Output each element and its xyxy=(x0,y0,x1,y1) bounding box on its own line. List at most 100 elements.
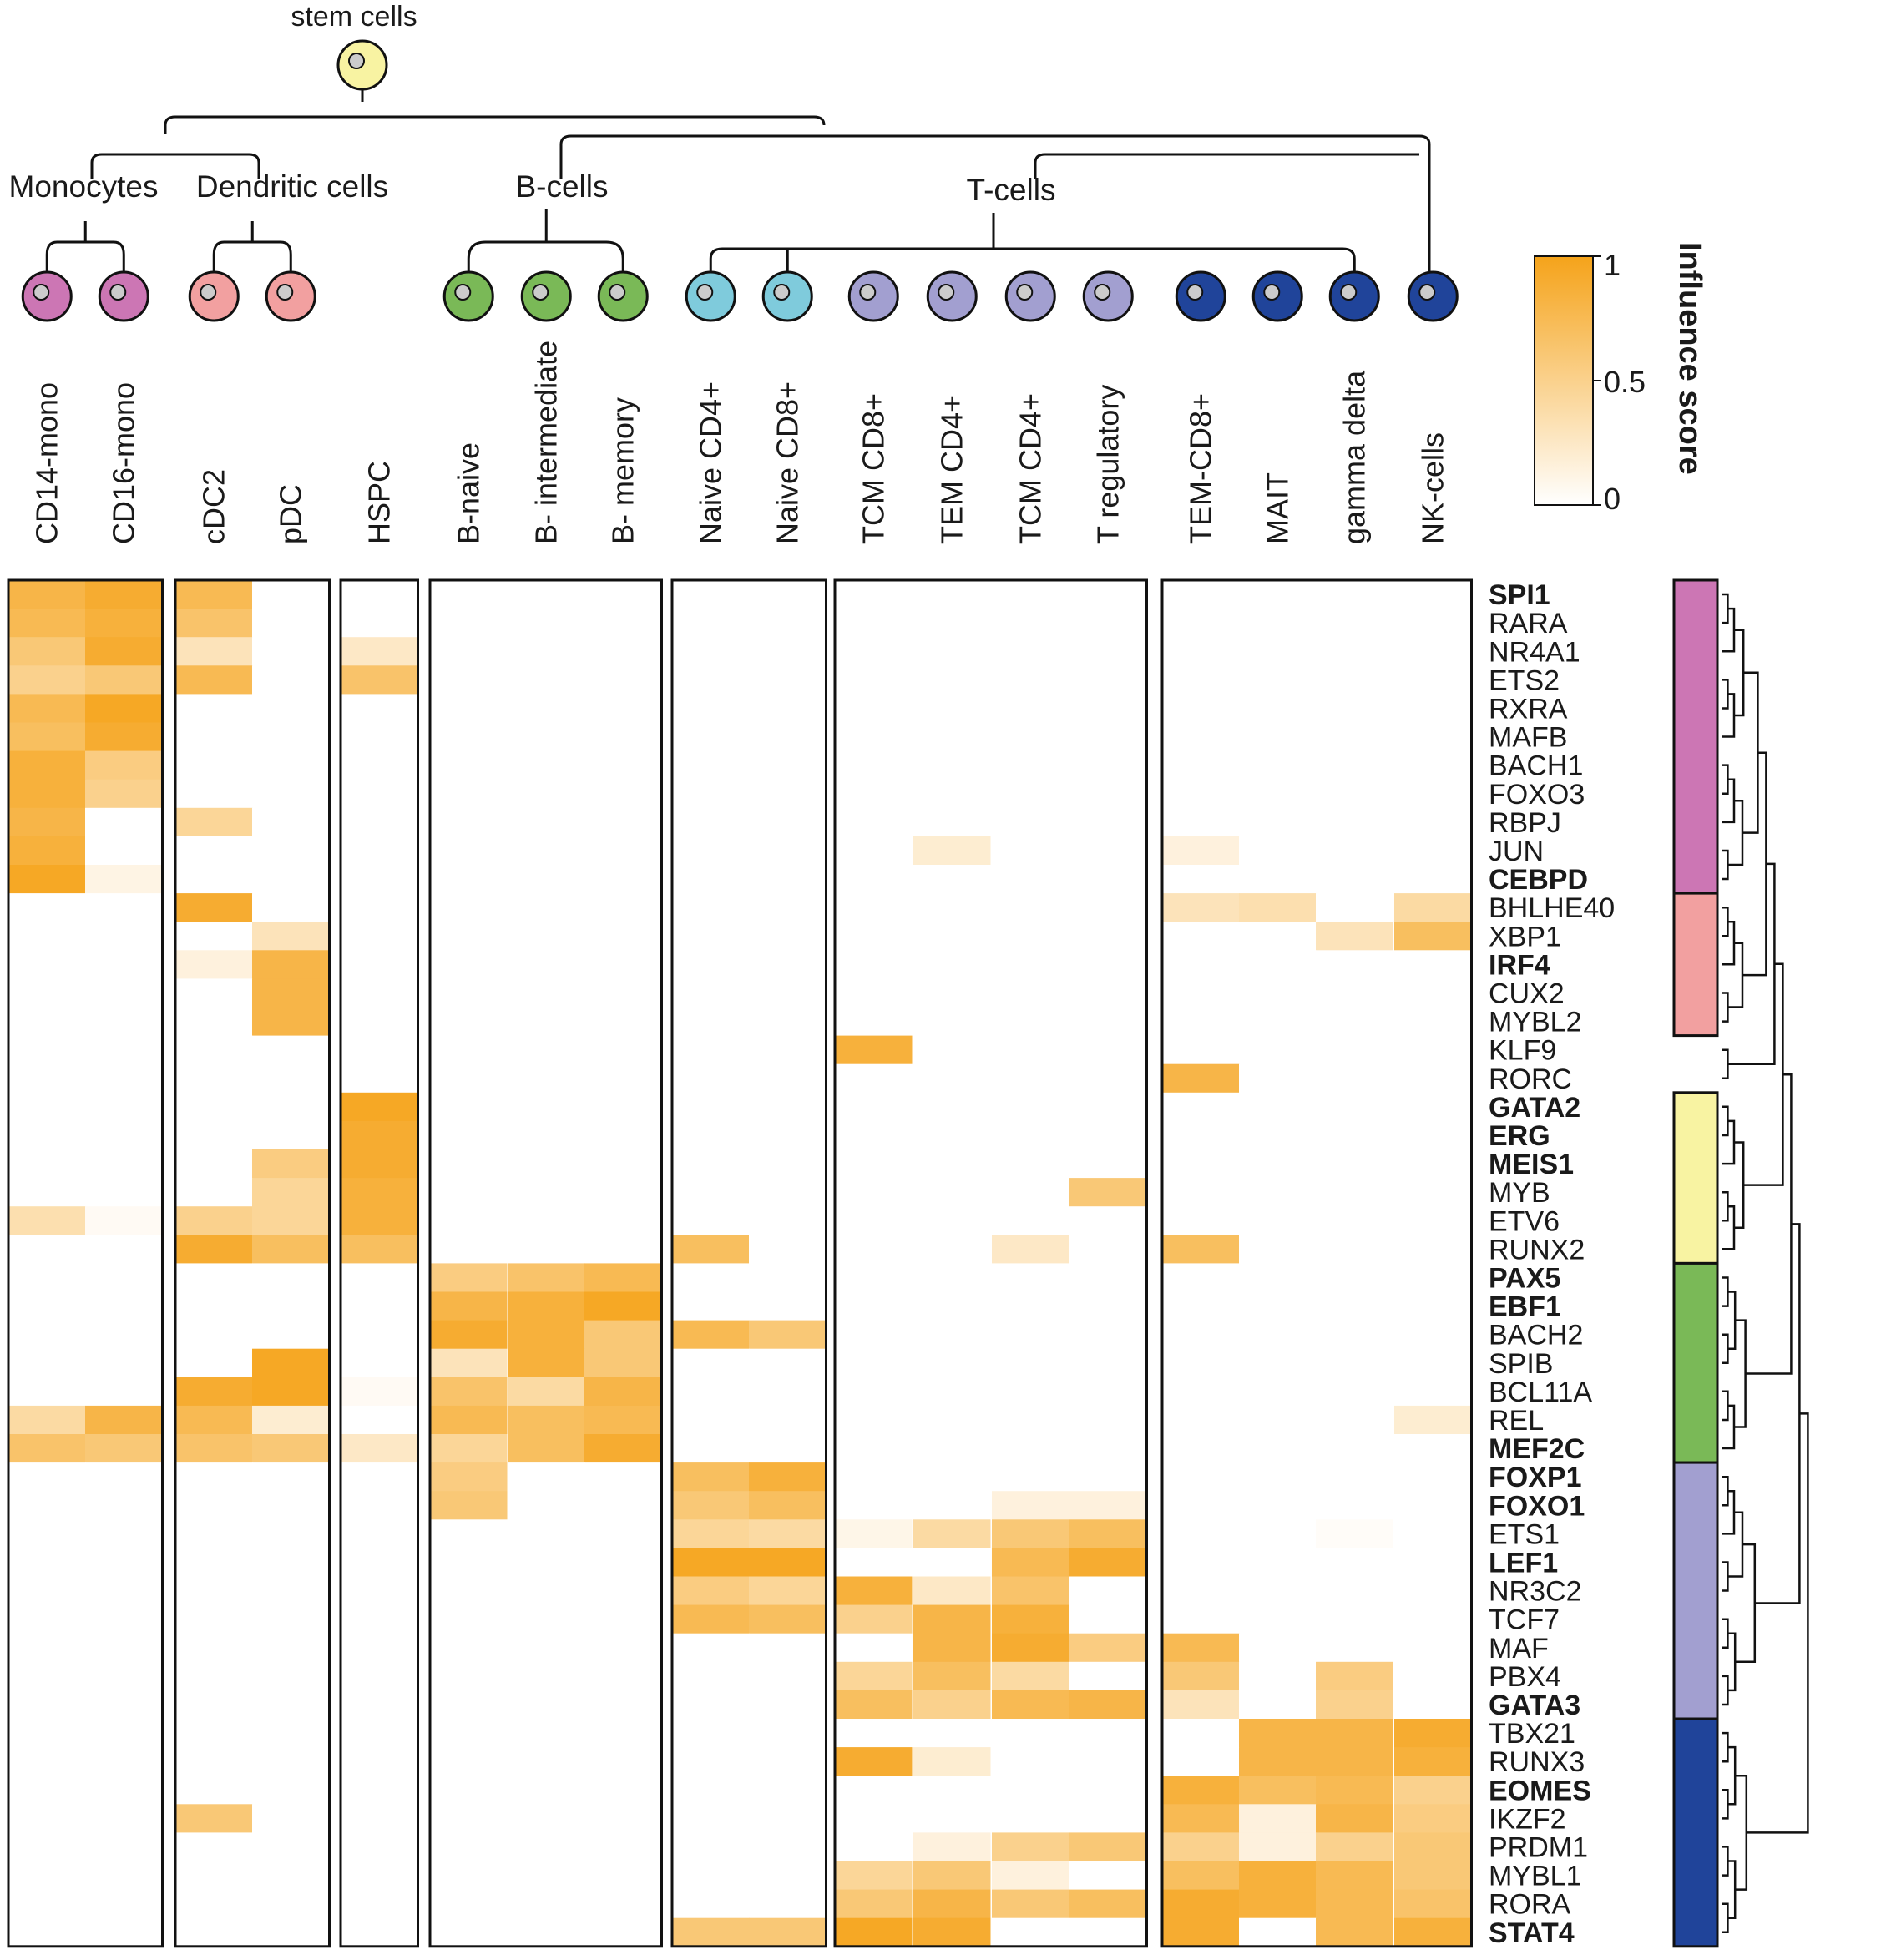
heatmap-cell xyxy=(584,637,662,666)
dendrogram-branch xyxy=(1734,629,1745,717)
heatmap-cell xyxy=(749,865,827,894)
heatmap-cell xyxy=(672,1120,750,1150)
heatmap-cell xyxy=(584,1092,662,1122)
heatmap-cell xyxy=(1394,1063,1472,1094)
heatmap-cell xyxy=(672,1035,750,1065)
heatmap-cell xyxy=(252,1604,330,1634)
dendrogram-branch xyxy=(1734,1141,1745,1230)
heatmap-cell xyxy=(341,1149,418,1179)
heatmap-cell xyxy=(992,1491,1069,1520)
heatmap-cell xyxy=(672,836,750,866)
row-label-cebpd: CEBPD xyxy=(1489,864,1588,896)
heatmap-cell xyxy=(1394,893,1472,922)
column-label-b-naive: B-naive xyxy=(451,442,485,544)
heatmap-cell xyxy=(913,1291,991,1321)
heatmap-cell xyxy=(1239,1491,1317,1520)
heatmap-cell xyxy=(1316,1747,1393,1776)
heatmap-cell xyxy=(252,1434,330,1463)
heatmap-cell xyxy=(672,665,750,695)
heatmap-cell xyxy=(1162,1776,1240,1805)
heatmap-cell xyxy=(341,1035,418,1065)
heatmap-cell xyxy=(992,978,1069,1008)
heatmap-cell xyxy=(992,1462,1069,1492)
heatmap-cell xyxy=(1394,1405,1472,1435)
heatmap-cell xyxy=(1239,1434,1317,1463)
heatmap-cell xyxy=(175,1804,253,1833)
heatmap-cell xyxy=(584,750,662,780)
heatmap-cell xyxy=(672,1917,750,1947)
heatmap-cell xyxy=(1162,1462,1240,1492)
heatmap-cell xyxy=(672,1747,750,1776)
heatmap-cell xyxy=(749,1747,827,1776)
heatmap-cell xyxy=(8,1235,86,1264)
heatmap-cell xyxy=(341,1747,418,1776)
heatmap-cell xyxy=(672,1832,750,1862)
heatmap-cell xyxy=(341,1491,418,1520)
heatmap-cell xyxy=(252,978,330,1008)
heatmap-cell xyxy=(1394,1889,1472,1919)
heatmap-cell xyxy=(1394,1320,1472,1350)
heatmap-cell xyxy=(1069,1633,1147,1663)
heatmap-cell xyxy=(749,1776,827,1805)
heatmap-cell xyxy=(85,807,163,837)
heatmap-cell xyxy=(175,1035,253,1065)
heatmap-cell xyxy=(1162,1804,1240,1833)
heatmap-cell xyxy=(913,1178,991,1207)
heatmap-cell xyxy=(1162,1149,1240,1179)
colorbar-gradient xyxy=(1534,255,1594,506)
heatmap-cell xyxy=(252,893,330,922)
heatmap-cell xyxy=(913,1320,991,1350)
heatmap-cell xyxy=(1069,1007,1147,1037)
dendrogram-branch xyxy=(1742,671,1759,834)
heatmap-cell xyxy=(749,1889,827,1919)
heatmap-cell xyxy=(992,637,1069,666)
dendrogram-branch xyxy=(1722,1276,1729,1307)
heatmap-cell xyxy=(1069,665,1147,695)
heatmap-cell xyxy=(85,1519,163,1548)
heatmap-cell xyxy=(508,1832,585,1862)
heatmap-cell xyxy=(835,1633,913,1663)
heatmap-cell xyxy=(508,1007,585,1037)
heatmap-cell xyxy=(992,1405,1069,1435)
heatmap-cell xyxy=(1394,1633,1472,1663)
heatmap-cell xyxy=(508,665,585,695)
heatmap-cell xyxy=(672,1348,750,1378)
heatmap-cell xyxy=(8,1747,86,1776)
heatmap-cell xyxy=(508,1576,585,1606)
row-label-rxra: RXRA xyxy=(1489,694,1568,725)
heatmap-cell xyxy=(1239,836,1317,866)
heatmap-cell xyxy=(584,1263,662,1293)
heatmap-cell xyxy=(508,1092,585,1122)
heatmap-cell xyxy=(1069,722,1147,752)
heatmap-cell xyxy=(1394,1519,1472,1548)
heatmap-cell xyxy=(913,722,991,752)
dendrogram-branch xyxy=(1722,593,1729,624)
heatmap-cell xyxy=(1239,1719,1317,1748)
heatmap-cell xyxy=(1316,637,1393,666)
heatmap-cells xyxy=(8,580,1472,1947)
heatmap-cell xyxy=(749,1178,827,1207)
heatmap-cell xyxy=(1394,1690,1472,1720)
heatmap-cell xyxy=(992,836,1069,866)
heatmap-cell xyxy=(341,1405,418,1435)
heatmap-cell xyxy=(85,637,163,666)
heatmap-cell xyxy=(8,665,86,695)
heatmap-cell xyxy=(8,1291,86,1321)
heatmap-cell xyxy=(992,1348,1069,1378)
heatmap-cell xyxy=(835,1889,913,1919)
heatmap-cell xyxy=(85,1776,163,1805)
heatmap-cell xyxy=(85,1149,163,1179)
row-label-rbpj: RBPJ xyxy=(1489,807,1561,839)
tree-branch xyxy=(709,247,1356,272)
heatmap-cell xyxy=(992,807,1069,837)
heatmap-cell xyxy=(835,1917,913,1947)
heatmap-cell xyxy=(8,950,86,979)
heatmap-cell xyxy=(8,1719,86,1748)
heatmap-cell xyxy=(430,1832,508,1862)
heatmap-cell xyxy=(1394,1348,1472,1378)
heatmap-cell xyxy=(1162,922,1240,951)
heatmap-cell xyxy=(1316,665,1393,695)
heatmap-cell xyxy=(175,922,253,951)
dendrogram-branch xyxy=(1745,1073,1793,1375)
heatmap-panel xyxy=(174,578,331,1948)
